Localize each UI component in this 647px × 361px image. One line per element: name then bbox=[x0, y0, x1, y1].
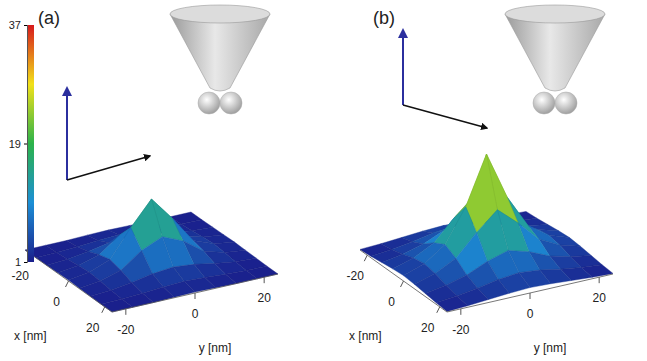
colorbar-axis: 1 19 37 bbox=[9, 19, 28, 268]
x-tick-label: 0 bbox=[388, 295, 395, 309]
sphere bbox=[220, 92, 242, 114]
colorbar: 1 19 37 bbox=[9, 19, 34, 268]
tip-top bbox=[505, 5, 605, 23]
x-tick bbox=[102, 307, 105, 313]
sphere bbox=[555, 92, 577, 114]
colorbar-tick: 19 bbox=[9, 138, 27, 150]
y-tick-label: 20 bbox=[257, 291, 271, 305]
colorbar-tick-mark bbox=[24, 262, 27, 263]
surface-cell bbox=[101, 299, 133, 312]
y-tick bbox=[195, 293, 196, 299]
tip bbox=[505, 5, 605, 114]
y-tick bbox=[460, 309, 461, 315]
x-tick bbox=[66, 281, 69, 287]
x-tick-label: 20 bbox=[421, 321, 435, 335]
colorbar-tick-label: 19 bbox=[9, 138, 21, 150]
panel-label: (b) bbox=[373, 8, 395, 28]
x-axis-title: x [nm] bbox=[14, 329, 47, 343]
colorbar-tick: 1 bbox=[15, 256, 27, 268]
y-tick bbox=[125, 309, 126, 315]
tip-cone bbox=[505, 14, 605, 91]
axes: -20 0 20 -20 0 20 x [nm] y [nm] bbox=[347, 250, 613, 355]
y-axis-title: y [nm] bbox=[199, 341, 232, 355]
x-axis-line bbox=[360, 250, 447, 312]
x-tick bbox=[401, 281, 404, 287]
y-axis-title: y [nm] bbox=[534, 341, 567, 355]
x-tick bbox=[364, 255, 367, 261]
axes: -20 0 20 -20 0 20 x [nm] y [nm] bbox=[12, 250, 278, 355]
panel: -20 0 20 -20 0 20 x [nm] y [nm] (b) bbox=[347, 5, 613, 355]
colorbar-tick-label: 37 bbox=[9, 19, 21, 31]
x-tick bbox=[437, 307, 440, 313]
x-tick-label: 20 bbox=[86, 321, 100, 335]
polarization-arrow bbox=[66, 88, 68, 180]
x-axis-title: x [nm] bbox=[349, 329, 382, 343]
figure: -20020-20020x [nm]y [nm](a)11937-20020-2… bbox=[0, 0, 647, 361]
surface bbox=[25, 199, 278, 312]
sphere bbox=[198, 92, 220, 114]
y-tick-label: -20 bbox=[452, 323, 470, 337]
tip-top bbox=[170, 5, 270, 23]
y-tick bbox=[599, 277, 600, 283]
x-axis-line bbox=[25, 250, 112, 312]
surface bbox=[360, 154, 613, 311]
colorbar-tick-mark bbox=[24, 144, 27, 145]
panel: -20 0 20 -20 0 20 x [nm] y [nm] (a) bbox=[12, 5, 278, 355]
y-tick-label: 0 bbox=[192, 307, 199, 321]
tip-cone bbox=[170, 14, 270, 91]
direction-arrow bbox=[67, 156, 150, 180]
y-tick-label: 0 bbox=[527, 307, 534, 321]
colorbar-fill bbox=[27, 25, 34, 262]
x-tick-label: 0 bbox=[53, 295, 60, 309]
colorbar-tick-label: 1 bbox=[15, 256, 21, 268]
y-tick bbox=[530, 293, 531, 299]
x-tick-label: -20 bbox=[347, 269, 365, 283]
polarization-arrow bbox=[402, 30, 404, 105]
y-tick bbox=[264, 277, 265, 283]
surface-cell bbox=[436, 296, 468, 312]
figure-svg: -20020-20020x [nm]y [nm](a)11937-20020-2… bbox=[0, 0, 647, 361]
y-tick-label: -20 bbox=[117, 323, 135, 337]
colorbar-tick-mark bbox=[24, 25, 27, 26]
x-tick-label: -20 bbox=[12, 269, 30, 283]
y-tick-label: 20 bbox=[592, 291, 606, 305]
tip bbox=[170, 5, 270, 114]
panel-label: (a) bbox=[38, 8, 60, 28]
colorbar-axis-line bbox=[24, 26, 28, 263]
sphere bbox=[533, 92, 555, 114]
colorbar-tick: 37 bbox=[9, 19, 27, 31]
direction-arrow bbox=[403, 105, 487, 128]
